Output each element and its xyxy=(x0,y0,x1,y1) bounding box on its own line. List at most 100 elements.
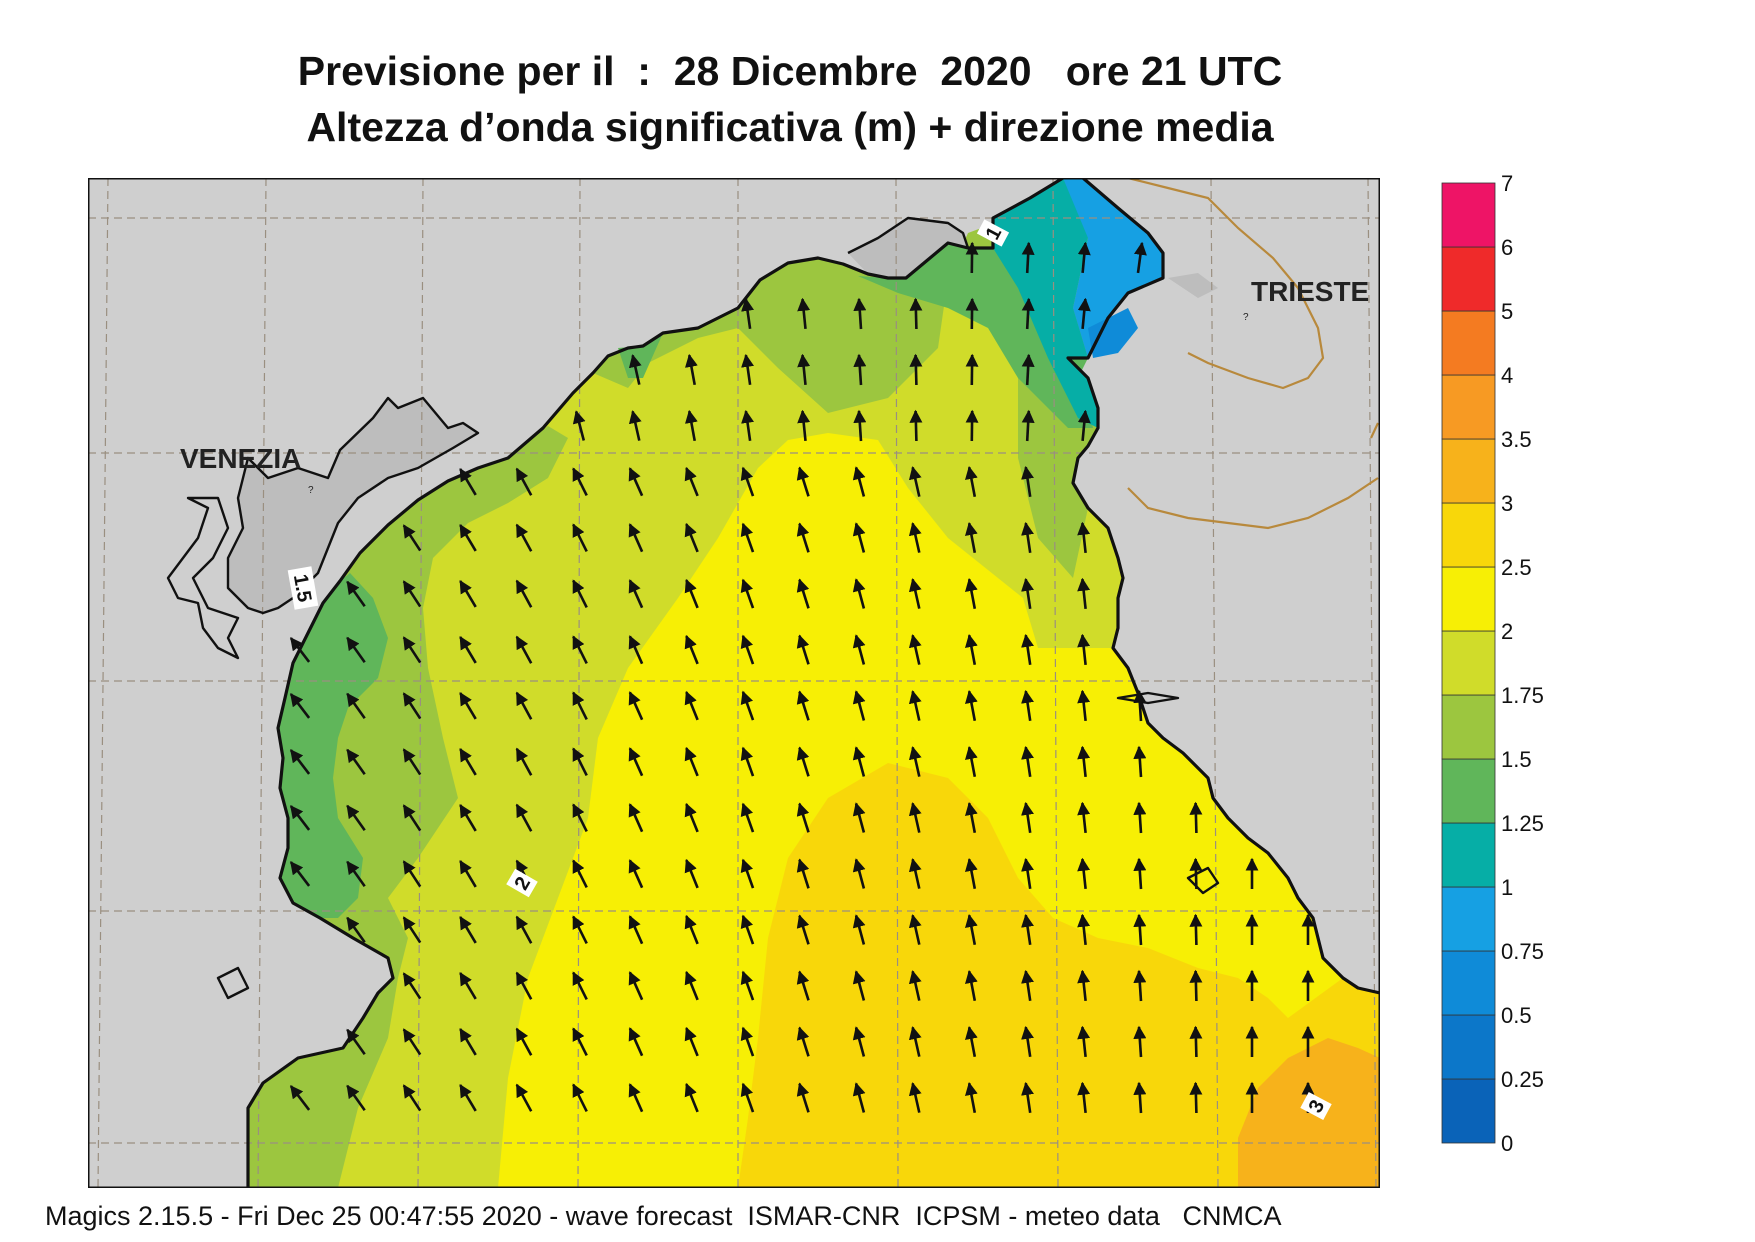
direction-arrow xyxy=(628,915,644,945)
direction-arrow xyxy=(684,634,699,665)
wave-height-map: 1 1.5 2 3 ? ? VENEZIA TRIESTE xyxy=(88,178,1380,1188)
direction-arrow xyxy=(515,635,533,664)
direction-arrow xyxy=(515,691,533,720)
direction-arrow xyxy=(1133,1081,1147,1114)
direction-arrow xyxy=(796,802,810,833)
direction-arrow xyxy=(572,467,588,496)
direction-arrow xyxy=(515,915,533,944)
direction-arrow xyxy=(965,690,978,721)
direction-arrow xyxy=(852,746,866,777)
legend-swatch xyxy=(1441,246,1496,312)
direction-arrow xyxy=(572,410,586,441)
direction-arrow xyxy=(908,746,922,777)
direction-arrow xyxy=(628,467,644,497)
direction-arrow xyxy=(1021,297,1035,330)
coastline xyxy=(246,178,1064,1188)
legend-swatch xyxy=(1441,438,1496,504)
direction-arrow xyxy=(909,297,923,330)
wave-direction-arrows xyxy=(289,241,1315,1114)
direction-arrow xyxy=(852,970,866,1001)
legend-tick-label: 5 xyxy=(1501,299,1513,324)
direction-arrow xyxy=(628,523,644,553)
legend-swatch xyxy=(1441,822,1496,888)
direction-arrow xyxy=(684,1026,699,1057)
contour-band-1-1.25 xyxy=(993,178,1098,428)
lagoon-shoreline xyxy=(166,216,1220,1000)
direction-arrow xyxy=(965,858,978,889)
direction-arrow xyxy=(852,634,866,665)
direction-arrow xyxy=(515,747,533,776)
legend-swatch xyxy=(1441,886,1496,952)
direction-arrow xyxy=(289,861,311,887)
legend-tick-label: 3 xyxy=(1501,491,1513,516)
direction-arrow xyxy=(1133,969,1147,1002)
direction-arrow xyxy=(1133,913,1147,946)
direction-arrow xyxy=(402,580,422,608)
legend-tick-label: 0.5 xyxy=(1501,1003,1532,1028)
direction-arrow xyxy=(740,914,755,945)
direction-arrow xyxy=(459,579,477,608)
direction-arrow xyxy=(908,1026,922,1057)
legend-tick-label: 1 xyxy=(1501,875,1513,900)
footer-credits: Magics 2.15.5 - Fri Dec 25 00:47:55 2020… xyxy=(45,1201,1282,1231)
direction-arrow xyxy=(965,802,978,833)
direction-arrow xyxy=(1077,857,1091,890)
direction-arrow xyxy=(289,1085,311,1111)
direction-arrow xyxy=(1189,801,1203,834)
direction-arrow xyxy=(1077,241,1091,274)
direction-arrow xyxy=(289,637,311,663)
direction-arrow xyxy=(852,522,866,553)
direction-arrow xyxy=(402,524,422,552)
direction-arrow xyxy=(628,803,644,833)
legend-swatch xyxy=(1441,502,1496,568)
direction-arrow xyxy=(796,1082,810,1113)
direction-arrow xyxy=(852,914,866,945)
direction-arrow xyxy=(852,858,866,889)
direction-arrow xyxy=(346,860,366,887)
direction-arrow xyxy=(796,522,810,553)
direction-arrow xyxy=(402,1084,422,1112)
trieste-gulf-land xyxy=(848,218,968,278)
venice-lagoon-land xyxy=(228,398,478,613)
direction-arrow xyxy=(459,803,477,832)
direction-arrow xyxy=(965,466,978,497)
direction-arrow xyxy=(740,634,755,665)
unknown-marker-trieste: ? xyxy=(1243,312,1249,323)
legend-tick-label: 7 xyxy=(1501,175,1513,196)
direction-arrow xyxy=(740,970,755,1001)
legend-tick-label: 0.25 xyxy=(1501,1067,1544,1092)
direction-arrow xyxy=(908,970,922,1001)
direction-arrow xyxy=(740,746,755,777)
direction-arrow xyxy=(741,297,754,329)
direction-arrow xyxy=(1077,745,1091,778)
direction-arrow xyxy=(628,971,644,1001)
direction-arrow xyxy=(1021,577,1034,609)
direction-arrow xyxy=(572,1083,588,1112)
direction-arrow xyxy=(572,859,588,888)
direction-arrow xyxy=(797,353,811,386)
direction-arrow xyxy=(684,466,699,497)
title-line-1: Previsione per il : 28 Dicembre 2020 ore… xyxy=(297,48,1283,94)
direction-arrow xyxy=(685,409,698,442)
direction-arrow xyxy=(289,805,311,831)
direction-arrow xyxy=(628,635,644,665)
direction-arrow xyxy=(1133,857,1147,890)
direction-arrow xyxy=(852,466,866,497)
direction-arrow xyxy=(1021,1081,1034,1113)
legend-swatch xyxy=(1441,950,1496,1016)
direction-arrow xyxy=(459,971,477,1000)
direction-arrow xyxy=(740,1026,755,1057)
direction-arrow xyxy=(1077,521,1091,554)
direction-arrow xyxy=(1077,633,1091,666)
direction-arrow xyxy=(1021,465,1034,497)
legend-swatch xyxy=(1441,310,1496,376)
direction-arrow xyxy=(741,409,754,441)
coastline-east xyxy=(1066,178,1380,995)
direction-arrow xyxy=(572,803,588,832)
direction-arrow xyxy=(1021,353,1035,386)
direction-arrow xyxy=(459,747,477,776)
direction-arrow xyxy=(628,747,644,777)
direction-arrow xyxy=(684,802,699,833)
direction-arrow xyxy=(459,1027,477,1056)
direction-arrow xyxy=(1077,913,1091,946)
